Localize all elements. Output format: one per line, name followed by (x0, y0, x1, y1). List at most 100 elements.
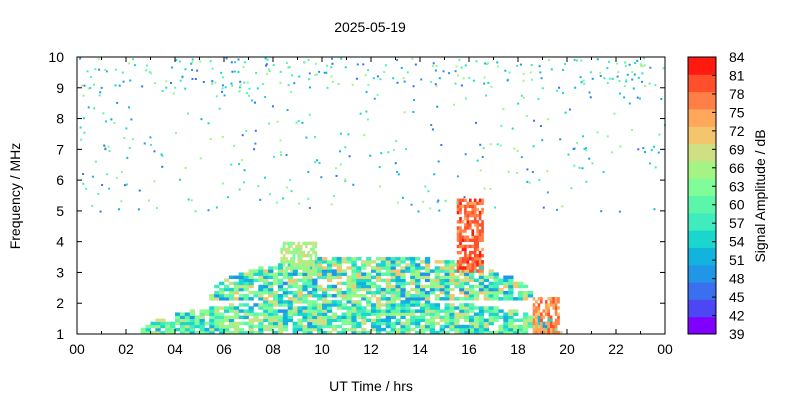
heatmap-cell (160, 318, 166, 323)
x-tick-label: 02 (118, 341, 134, 357)
heatmap-cell (459, 315, 465, 320)
heatmap-cell (464, 198, 467, 202)
heatmap-cell (307, 263, 310, 267)
heatmap-cell (464, 204, 467, 209)
colorbar-swatch (688, 108, 716, 127)
heatmap-cell (285, 257, 288, 261)
heatmap-cell (410, 300, 416, 304)
heatmap-cell (228, 309, 235, 313)
heatmap-cell (415, 287, 421, 292)
heatmap-cell (341, 297, 347, 301)
heatmap-cell (346, 293, 352, 298)
heatmap-cell (282, 318, 289, 323)
heatmap-cell (233, 287, 240, 292)
heatmap-cell (341, 269, 347, 273)
heatmap-cell (309, 247, 313, 252)
heatmap-cell (469, 263, 472, 267)
heatmap-cell (189, 315, 195, 320)
heatmap-cell (410, 266, 416, 270)
noise-cell (295, 121, 298, 124)
heatmap-cell (449, 297, 455, 301)
heatmap-cell (277, 266, 284, 270)
noise-cell (326, 86, 329, 89)
heatmap-cell (410, 278, 416, 283)
heatmap-cell (314, 241, 318, 246)
heatmap-cell (248, 321, 254, 326)
noise-cell (520, 156, 523, 159)
heatmap-cell (170, 327, 176, 332)
heatmap-cell (478, 312, 485, 316)
heatmap-cell (434, 278, 440, 283)
heatmap-cell (361, 287, 367, 292)
heatmap-cell (476, 213, 479, 218)
heatmap-cell (424, 312, 431, 316)
heatmap-cell (400, 281, 406, 286)
heatmap-cell (302, 324, 308, 329)
noise-cell (599, 71, 602, 74)
heatmap-cell (410, 315, 416, 320)
heatmap-cell (307, 293, 313, 298)
noise-cell (623, 84, 626, 87)
heatmap-cell (554, 306, 558, 310)
heatmap-cell (290, 266, 293, 270)
heatmap-cell (366, 330, 372, 335)
heatmap-cell (307, 324, 313, 329)
noise-cell (165, 80, 168, 83)
heatmap-cell (385, 306, 391, 310)
heatmap-cell (331, 257, 338, 261)
heatmap-cell (469, 250, 472, 255)
heatmap-cell (287, 315, 293, 320)
heatmap-cell (488, 309, 494, 313)
heatmap-cell (199, 312, 205, 316)
heatmap-cell (331, 318, 338, 323)
noise-cell (254, 142, 257, 145)
noise-cell (637, 148, 640, 151)
heatmap-cell (375, 275, 382, 279)
heatmap-cell (461, 235, 465, 239)
heatmap-cell (314, 250, 318, 255)
heatmap-cell (459, 260, 462, 264)
heatmap-cell (268, 269, 274, 273)
noise-cell (237, 58, 240, 61)
heatmap-cell (297, 250, 301, 255)
heatmap-cell (194, 321, 200, 326)
heatmap-cell (273, 303, 279, 307)
heatmap-cell (189, 327, 195, 332)
heatmap-cell (312, 272, 318, 276)
heatmap-cell (280, 269, 283, 273)
heatmap-cell (483, 290, 489, 295)
heatmap-cell (464, 281, 470, 286)
heatmap-cell (473, 312, 480, 316)
heatmap-cell (415, 284, 421, 289)
heatmap-cell (518, 290, 524, 295)
noise-cell (412, 85, 415, 88)
noise-cell (221, 136, 224, 139)
heatmap-cell (233, 306, 240, 310)
heatmap-cell (258, 321, 264, 326)
heatmap-cell (513, 297, 519, 301)
heatmap-cell (522, 315, 529, 320)
heatmap-cell (268, 315, 274, 320)
heatmap-cell (282, 263, 286, 267)
heatmap-cell (292, 290, 298, 295)
heatmap-cell (309, 260, 313, 264)
heatmap-cell (420, 275, 426, 279)
heatmap-cell (341, 306, 347, 310)
noise-cell (314, 62, 317, 65)
noise-cell (248, 87, 251, 90)
heatmap-cell (371, 260, 377, 264)
heatmap-cell (454, 306, 460, 310)
noise-cell (456, 201, 459, 204)
heatmap-cell (351, 315, 357, 320)
heatmap-cell (331, 324, 338, 329)
heatmap-cell (304, 266, 308, 270)
noise-cell (104, 148, 107, 151)
heatmap-cell (395, 318, 401, 323)
heatmap-cell (429, 284, 436, 289)
noise-cell (435, 85, 438, 88)
heatmap-cell (390, 303, 396, 307)
noise-cell (395, 140, 398, 143)
heatmap-cell (471, 220, 475, 224)
heatmap-cell (456, 250, 460, 255)
